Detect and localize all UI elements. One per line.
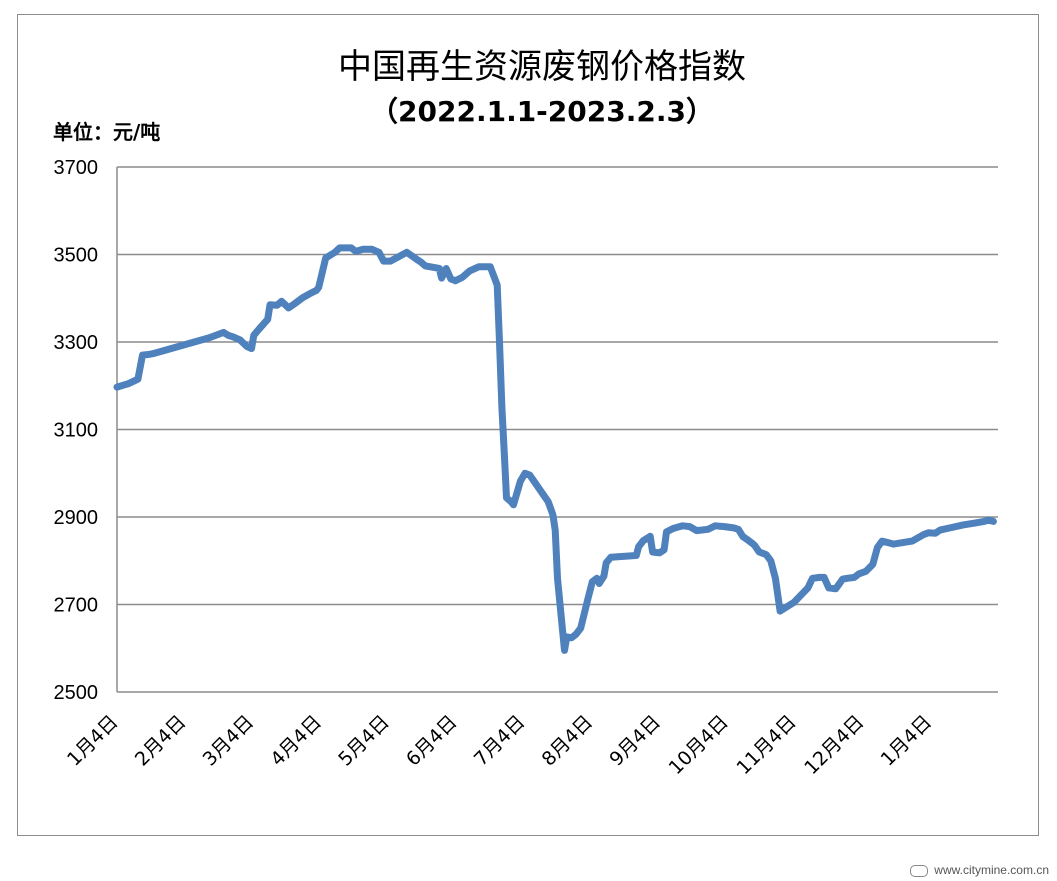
watermark-text: www.citymine.com.cn [934, 863, 1049, 877]
unit-label: 单位：元/吨 [53, 120, 160, 144]
x-tick-label: 6月4日 [402, 711, 462, 771]
watermark: www.citymine.com.cn [910, 863, 1049, 877]
y-tick-label: 2900 [54, 507, 99, 529]
y-tick-label: 3300 [54, 332, 99, 354]
y-tick-label: 3700 [54, 157, 99, 179]
y-tick-label: 2700 [54, 595, 99, 617]
x-tick-label: 10月4日 [665, 711, 733, 779]
series-group [113, 244, 997, 654]
x-tick-label: 1月4日 [877, 711, 937, 771]
chart-frame [17, 14, 1039, 836]
x-tick-label: 7月4日 [470, 711, 530, 771]
y-tick-label: 3500 [54, 245, 99, 267]
y-tick-label: 2500 [54, 682, 99, 704]
x-tick-label: 3月4日 [199, 711, 259, 771]
x-tick-label: 4月4日 [266, 711, 326, 771]
y-tick-label: 3100 [54, 420, 99, 442]
x-tick-label: 12月4日 [800, 711, 868, 779]
x-tick-label: 2月4日 [131, 711, 191, 771]
chart-title: 中国再生资源废钢价格指数 [338, 47, 746, 87]
x-tick-label: 8月4日 [538, 711, 598, 771]
x-tick-label: 5月4日 [334, 711, 394, 771]
watermark-logo-icon [910, 864, 929, 877]
series-line-0 [113, 244, 997, 654]
chart-subtitle: （2022.1.1-2023.2.3） [370, 95, 714, 128]
x-tick-label: 1月4日 [63, 711, 123, 771]
x-tick-label: 9月4日 [605, 711, 665, 771]
grid-lines [117, 166, 998, 606]
x-tick-label: 11月4日 [732, 711, 800, 779]
y-axis: 3700 3500 3300 3100 2900 2700 2500 [54, 157, 99, 704]
